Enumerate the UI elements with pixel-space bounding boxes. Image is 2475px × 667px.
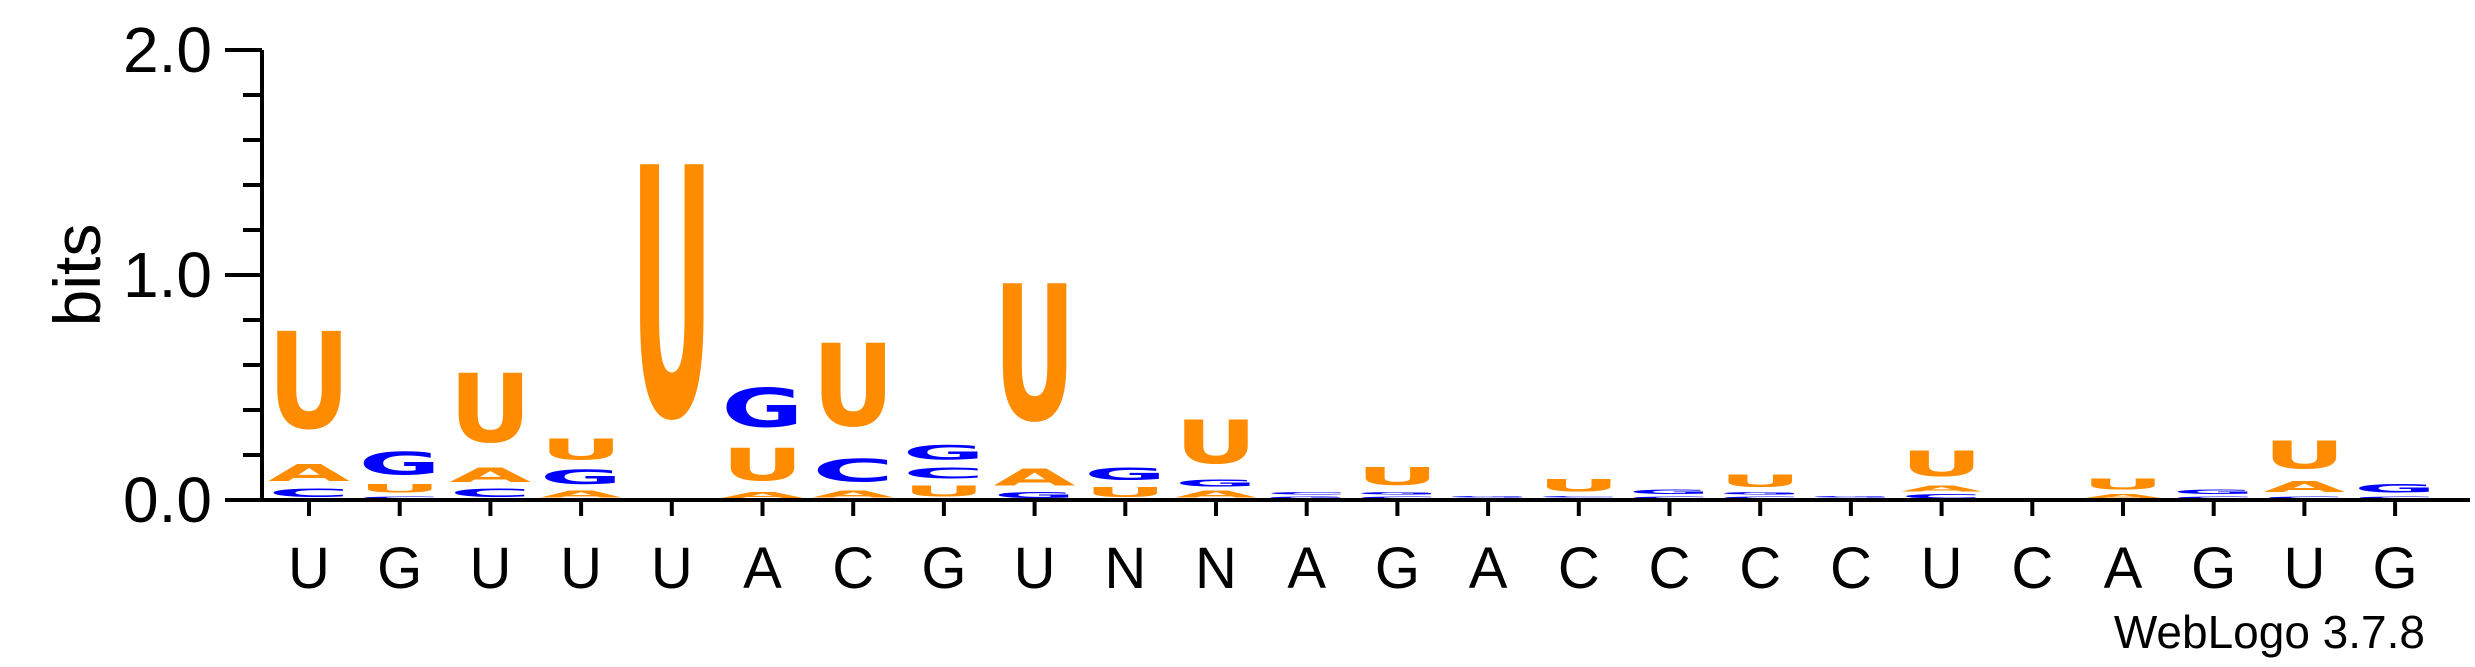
logo-glyph-g: G bbox=[903, 441, 985, 463]
logo-glyph-u: U bbox=[268, 305, 350, 459]
logo-glyph-g: G bbox=[2354, 482, 2436, 495]
y-axis-label: bits bbox=[40, 224, 114, 327]
logo-glyph-u: U bbox=[2263, 433, 2345, 478]
logo-glyph-a: A bbox=[449, 464, 531, 486]
x-tick-label: C bbox=[1739, 536, 1781, 601]
x-tick-label: A bbox=[1287, 536, 1326, 601]
logo-glyph-c: C bbox=[1629, 496, 1711, 500]
logo-glyph-g: G bbox=[1810, 495, 1892, 497]
x-tick-label: C bbox=[1830, 536, 1872, 601]
logo-glyph-u: U bbox=[359, 482, 441, 495]
logo-glyph-c: C bbox=[1538, 496, 1620, 498]
logo-glyph-u: U bbox=[1175, 408, 1257, 478]
y-tick-label: 1.0 bbox=[123, 239, 212, 311]
y-tick-label: 0.0 bbox=[123, 464, 212, 536]
x-tick-label: C bbox=[2011, 536, 2053, 601]
logo-glyph-u: U bbox=[994, 248, 1076, 464]
logo-glyph-a: A bbox=[1901, 484, 1983, 493]
logo-glyph-a: A bbox=[2263, 478, 2346, 496]
x-tick-label: U bbox=[560, 536, 602, 601]
logo-glyph-c: C bbox=[812, 453, 894, 489]
logo-glyph-c: C bbox=[359, 496, 441, 500]
x-tick-label: C bbox=[832, 536, 874, 601]
logo-glyph-u: U bbox=[1084, 484, 1166, 500]
logo-glyph-c: C bbox=[268, 486, 350, 500]
x-tick-label: U bbox=[288, 536, 330, 601]
logo-glyph-c: C bbox=[1719, 496, 1801, 500]
logo-glyph-g: G bbox=[1084, 464, 1166, 484]
logo-glyph-u: U bbox=[903, 482, 985, 500]
x-tick-label: A bbox=[2104, 536, 2143, 601]
logo-glyph-u: U bbox=[722, 440, 804, 491]
logo-glyph-a: A bbox=[268, 460, 350, 487]
logo-glyph-a: A bbox=[540, 489, 622, 500]
logo-glyph-c: C bbox=[1266, 491, 1348, 495]
weblogo-credit: WebLogo 3.7.8 bbox=[2114, 606, 2425, 658]
x-tick-label: G bbox=[2191, 536, 2236, 601]
logo-glyph-g: G bbox=[1447, 495, 1529, 497]
logo-glyph-g: G bbox=[1266, 495, 1348, 500]
logo-glyph-c: C bbox=[2354, 496, 2436, 500]
x-tick-label: U bbox=[469, 536, 511, 601]
logo-glyph-u: U bbox=[2082, 475, 2164, 493]
logo-glyph-g: G bbox=[1719, 491, 1801, 496]
logo-glyph-u: U bbox=[1719, 471, 1801, 491]
x-tick-label: N bbox=[1104, 536, 1146, 601]
x-tick-label: A bbox=[1469, 536, 1508, 601]
y-tick-label: 2.0 bbox=[123, 14, 212, 86]
logo-glyph-c: C bbox=[449, 486, 531, 500]
x-tick-label: N bbox=[1195, 536, 1237, 601]
logo-glyph-g: G bbox=[994, 491, 1076, 500]
x-tick-label: U bbox=[2283, 536, 2325, 601]
logo-glyph-g: G bbox=[1629, 489, 1711, 496]
logo-glyph-u: U bbox=[1538, 476, 1620, 496]
logo-glyph-c: C bbox=[2173, 496, 2255, 500]
logo-glyph-c: C bbox=[1901, 493, 1983, 500]
logo-glyph-stacks: CAUCUGCAUAGUAUAUGACUUCGGAUUGAGUGCCGUCGGC… bbox=[268, 96, 2436, 500]
logo-glyph-a: A bbox=[722, 491, 804, 500]
logo-glyph-u: U bbox=[449, 355, 531, 465]
x-tick-label: G bbox=[921, 536, 966, 601]
logo-glyph-g: G bbox=[1356, 491, 1438, 496]
x-tick-label: G bbox=[1375, 536, 1420, 601]
logo-glyph-g: G bbox=[359, 446, 441, 482]
x-tick-label: U bbox=[1921, 536, 1963, 601]
logo-glyph-a: A bbox=[994, 464, 1076, 491]
x-tick-label: C bbox=[1558, 536, 1600, 601]
logo-glyph-a: A bbox=[812, 489, 894, 500]
x-tick-label: G bbox=[377, 536, 422, 601]
logo-glyph-c: C bbox=[2263, 496, 2345, 500]
logo-glyph-c: C bbox=[1356, 496, 1438, 500]
logo-glyph-a: A bbox=[2082, 493, 2164, 500]
x-tick-label: A bbox=[743, 536, 782, 601]
logo-glyph-u: U bbox=[631, 96, 713, 496]
y-axis: 0.0 1.0 2.0 bbox=[123, 14, 264, 536]
logo-glyph-a: A bbox=[1175, 489, 1257, 500]
logo-glyph-g: G bbox=[2173, 489, 2255, 496]
logo-glyph-c: C bbox=[903, 464, 985, 482]
x-tick-label: U bbox=[1014, 536, 1056, 601]
x-tick-label: U bbox=[651, 536, 693, 601]
logo-glyph-g: G bbox=[722, 377, 804, 439]
logo-glyph-g: G bbox=[1175, 477, 1257, 488]
x-tick-label: G bbox=[2373, 536, 2418, 601]
x-tick-label: C bbox=[1649, 536, 1691, 601]
logo-glyph-g: G bbox=[540, 466, 622, 488]
logo-glyph-u: U bbox=[1901, 444, 1983, 484]
logo-glyph-u: U bbox=[540, 433, 622, 467]
logo-glyph-u: U bbox=[1356, 462, 1438, 491]
logo-glyph-u: U bbox=[812, 321, 894, 453]
